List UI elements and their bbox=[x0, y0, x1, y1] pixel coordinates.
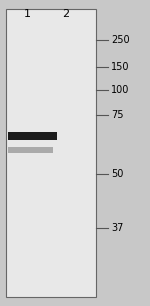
Text: 250: 250 bbox=[111, 35, 130, 45]
Text: 50: 50 bbox=[111, 170, 123, 179]
Text: 75: 75 bbox=[111, 110, 123, 120]
Text: 150: 150 bbox=[111, 62, 129, 72]
Bar bbox=[6, 9, 96, 297]
Bar bbox=[8, 147, 52, 153]
Text: 1: 1 bbox=[24, 9, 30, 19]
Text: 37: 37 bbox=[111, 223, 123, 233]
Text: 2: 2 bbox=[62, 9, 70, 19]
Bar bbox=[8, 132, 57, 140]
Text: 100: 100 bbox=[111, 85, 129, 95]
